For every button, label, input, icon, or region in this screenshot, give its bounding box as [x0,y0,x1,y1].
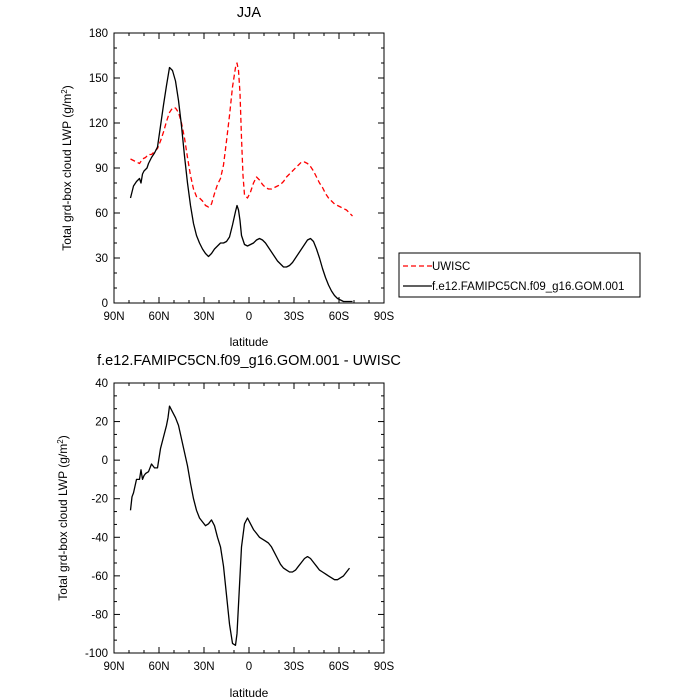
top-y-label-superscript: 2 [60,89,69,94]
bottom-x-tick-label: 90S [374,661,395,673]
bottom-plot-title: f.e12.FAMIPC5CN.f09_g16.GOM.001 - UWISC [97,353,401,369]
bottom-x-tick-label: 60S [329,661,350,673]
bottom-series-layer [129,405,351,646]
top-series-layer [129,62,353,303]
bottom-panel: f.e12.FAMIPC5CN.f09_g16.GOM.001 - UWISC … [56,353,401,700]
legend-label-model: f.e12.FAMIPC5CN.f09_g16.GOM.001 [432,281,624,293]
bottom-x-tick-label: 30S [284,661,305,673]
top-x-axis-label: latitude [230,335,269,349]
bottom-y-tick-label: -60 [91,571,108,583]
top-series-line-f-e12-famipc5cn-f09-g16-gom-001 [129,66,353,303]
bottom-plot-frame [113,382,385,654]
top-series-line-uwisc [130,62,353,217]
bottom-x-axis-label: latitude [230,686,269,700]
top-y-tick-label: 30 [95,253,108,265]
legend-label-uwisc: UWISC [432,261,470,273]
top-y-label-main: Total grd-box cloud LWP (g/m [60,94,74,251]
top-panel: JJA latitude Total grd-box cloud LWP (g/… [60,5,395,349]
bottom-series-line-difference [129,405,351,646]
bottom-x-tick-label: 30N [193,661,214,673]
top-plot-title: JJA [237,5,262,21]
bottom-axes: 90N 60N 30N 0 30S 60S 90S -100 -80 -60 -40 -20 0 20 40 [85,378,395,673]
bottom-y-tick-label: -100 [85,648,108,660]
top-plot-frame [113,32,385,304]
top-axes: 90N 60N 30N 0 30S 60S 90S 0 30 60 90 120 150 180 [89,28,395,323]
bottom-y-label-main: Total grd-box cloud LWP (g/m [56,444,70,601]
top-y-tick-label: 150 [89,73,108,85]
top-x-tick-label: 0 [246,311,252,323]
bottom-y-tick-label: -20 [91,494,108,506]
bottom-y-tick-label: -40 [91,532,108,544]
top-y-tick-label: 180 [89,28,108,40]
bottom-y-axis-label: Total grd-box cloud LWP (g/m2) [56,435,70,600]
bottom-y-tick-label: 20 [95,417,108,429]
top-x-tick-label: 60N [148,311,169,323]
bottom-y-tick-label: 0 [102,455,108,467]
bottom-y-tick-label: 40 [95,378,108,390]
bottom-y-label-superscript: 2 [56,439,65,444]
bottom-y-label-close: ) [56,435,70,439]
top-x-tick-label: 60S [329,311,350,323]
bottom-x-tick-label: 0 [246,661,252,673]
top-x-tick-label: 30S [284,311,305,323]
top-y-tick-label: 0 [102,298,108,310]
bottom-x-tick-label: 90N [103,661,124,673]
bottom-x-tick-label: 60N [148,661,169,673]
top-x-tick-label: 30N [193,311,214,323]
top-x-tick-label: 90S [374,311,395,323]
top-y-tick-label: 90 [95,163,108,175]
top-x-tick-label: 90N [103,311,124,323]
top-y-tick-label: 60 [95,208,108,220]
top-y-tick-label: 120 [89,118,108,130]
top-y-label-close: ) [60,85,74,89]
bottom-y-tick-label: -80 [91,609,108,621]
legend: UWISC f.e12.FAMIPC5CN.f09_g16.GOM.001 [398,252,641,298]
legend-box [398,252,641,298]
top-y-axis-label: Total grd-box cloud LWP (g/m2) [60,85,74,250]
